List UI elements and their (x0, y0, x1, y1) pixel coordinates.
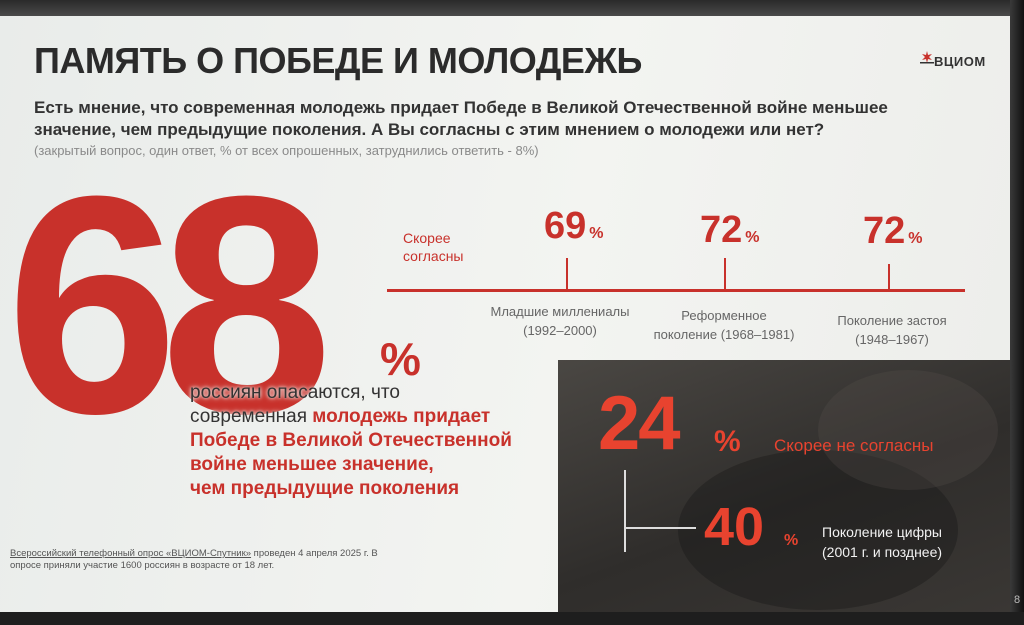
screen-bezel-top (0, 0, 1024, 16)
generation-value-reform-number: 72 (700, 209, 743, 251)
generation-label-reform: Реформенное поколение (1968–1981) (644, 306, 804, 344)
slide-title: ПАМЯТЬ О ПОБЕДЕ И МОЛОДЕЖЬ (34, 40, 642, 81)
panel-background-shape-2 (818, 370, 998, 490)
generation-label-stagnation-name: Поколение застоя (837, 313, 947, 328)
digital-generation-label-name: Поколение цифры (822, 524, 942, 540)
main-percent-sign: % (380, 333, 421, 385)
generation-label-reform-name: Реформенное (681, 308, 767, 323)
digital-generation-value: 40 (704, 497, 765, 557)
generation-label-stagnation-years: (1948–1967) (855, 332, 929, 347)
disagree-value: 24 (598, 381, 681, 466)
screen-bezel-right (1010, 0, 1024, 625)
screen-bezel-bottom (0, 612, 1024, 625)
timeline-tick-millennials (566, 258, 568, 290)
agree-label-line-2: согласны (403, 248, 464, 264)
main-description: россиян опасаются, что современная молод… (190, 381, 550, 501)
disagree-percent-sign: % (714, 425, 741, 458)
generation-label-stagnation: Поколение застоя (1948–1967) (826, 311, 958, 349)
bracket-horizontal-line (624, 527, 696, 529)
generation-value-reform: 72% (700, 209, 760, 252)
generation-value-stagnation: 72% (863, 210, 923, 253)
bracket-vertical-line (624, 470, 626, 552)
generation-timeline (387, 289, 965, 292)
generation-value-millennials-number: 69 (544, 205, 587, 247)
disagree-label: Скорее не согласны (774, 436, 934, 455)
desc-line-2-highlight: молодежь придает (312, 406, 491, 427)
vciom-logo: ВЦИОМ (920, 50, 1000, 72)
desc-line-1: россиян опасаются, что (190, 382, 400, 403)
generation-label-millennials-name: Младшие миллениалы (490, 304, 630, 319)
digital-generation-label-years: (2001 г. и позднее) (822, 544, 943, 560)
timeline-tick-stagnation (888, 264, 890, 290)
generation-value-millennials-pct: % (589, 225, 604, 242)
generation-value-reform-pct: % (745, 229, 760, 246)
generation-value-stagnation-number: 72 (863, 210, 906, 252)
question-note: (закрытый вопрос, один ответ, % от всех … (34, 143, 539, 158)
generation-label-millennials: Младшие миллениалы (1992–2000) (485, 302, 635, 340)
generation-label-reform-years: поколение (1968–1981) (653, 327, 795, 342)
agree-label-line-1: Скорее (403, 230, 451, 246)
digital-generation-percent-sign: % (784, 532, 799, 549)
panel-background-shape (678, 450, 958, 610)
desc-line-5: чем предыдущие поколения (190, 478, 460, 499)
digital-generation-label: Поколение цифры (2001 г. и позднее) (822, 522, 942, 562)
survey-footnote: Всероссийский телефонный опрос «ВЦИОМ-Сп… (10, 548, 390, 572)
survey-question: Есть мнение, что современная молодежь пр… (34, 98, 888, 139)
footnote-details: проведен 4 апреля 2025 г. В опросе приня… (10, 548, 378, 571)
desc-line-2-plain: современная (190, 406, 313, 427)
agree-label: Скорее согласны (403, 229, 464, 265)
generation-value-millennials: 69% (544, 205, 604, 248)
generation-value-stagnation-pct: % (908, 230, 923, 247)
main-value: 68 (6, 131, 333, 478)
desc-line-3: Победе в Великой Отечественной (190, 430, 512, 451)
timeline-tick-reform (724, 258, 726, 290)
logo-mark-icon (920, 51, 934, 64)
desc-line-4: войне меньшее значение, (190, 454, 434, 475)
logo-text: ВЦИОМ (934, 54, 986, 69)
footnote-survey-name: Всероссийский телефонный опрос «ВЦИОМ-Сп… (10, 548, 252, 559)
desc-line-2: современная молодежь придает (190, 405, 550, 429)
disagree-panel (558, 360, 1010, 612)
generation-label-millennials-years: (1992–2000) (523, 323, 597, 338)
page-number: 8 (1014, 594, 1021, 606)
